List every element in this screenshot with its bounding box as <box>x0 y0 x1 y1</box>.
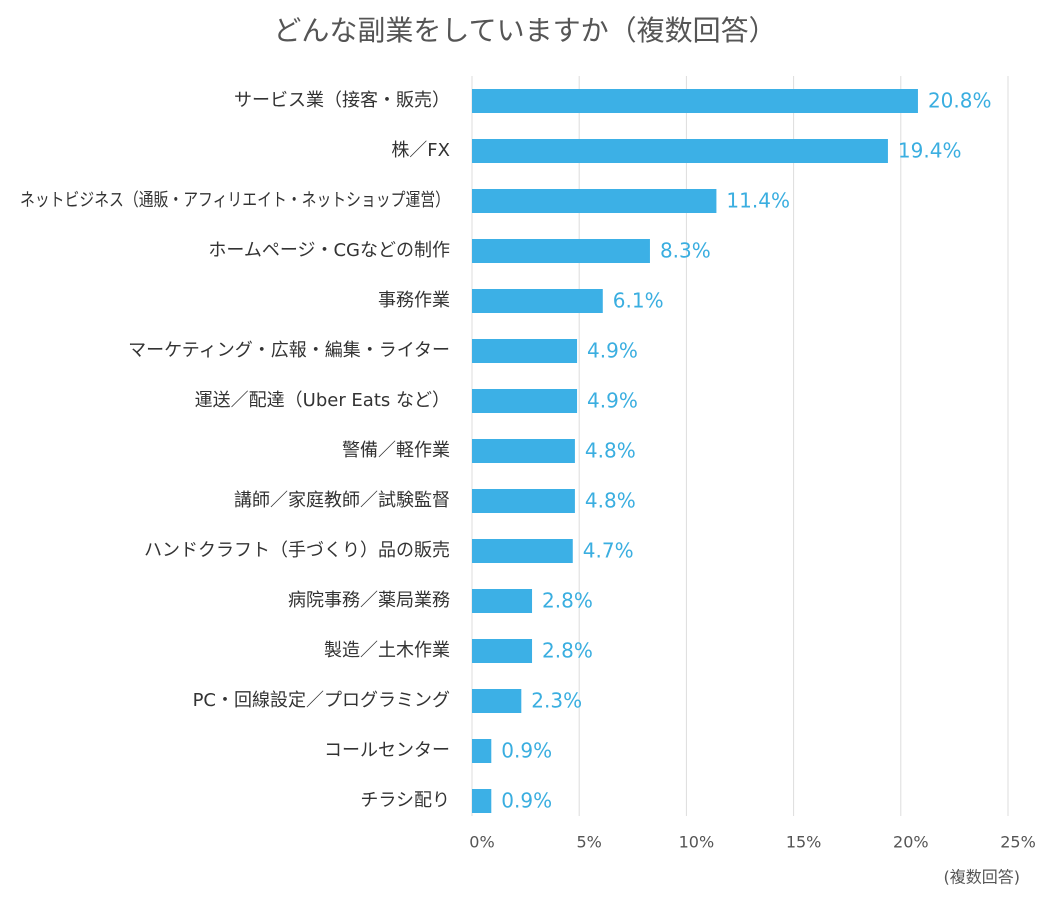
category-label: 運送／配達（Uber Eats など） <box>195 390 450 411</box>
value-label: 4.8% <box>585 439 636 463</box>
bar <box>472 189 717 213</box>
bar <box>472 739 492 763</box>
value-label: 2.8% <box>542 639 593 663</box>
category-label: チラシ配り <box>360 790 450 811</box>
bar <box>472 589 533 613</box>
bar <box>472 639 533 663</box>
chart-title: どんな副業をしていますか（複数回答） <box>273 14 776 47</box>
bar <box>472 239 650 263</box>
bar <box>472 389 578 413</box>
category-label: PC・回線設定／プログラミング <box>193 690 450 711</box>
bar <box>472 489 575 513</box>
value-label: 0.9% <box>501 739 552 763</box>
x-tick-label: 0% <box>469 833 494 852</box>
x-tick-label: 25% <box>1000 833 1036 852</box>
bar <box>472 139 888 163</box>
note: (複数回答) <box>944 868 1021 887</box>
x-tick-label: 15% <box>786 833 822 852</box>
value-label: 4.9% <box>587 389 638 413</box>
x-tick-label: 10% <box>679 833 715 852</box>
x-tick-label: 5% <box>577 833 602 852</box>
x-tick-label: 20% <box>893 833 929 852</box>
value-label: 4.9% <box>587 339 638 363</box>
category-label: ネットビジネス（通販・アフィリエイト・ネットショップ運営） <box>20 190 450 211</box>
value-label: 4.8% <box>585 489 636 513</box>
bar <box>472 689 522 713</box>
value-label: 20.8% <box>928 89 992 113</box>
category-label: コールセンター <box>324 740 450 761</box>
category-label: 株／FX <box>391 140 450 161</box>
bar <box>472 439 575 463</box>
bar <box>472 339 578 363</box>
bar <box>472 539 573 563</box>
category-label: 病院事務／薬局業務 <box>288 590 450 611</box>
value-label: 2.3% <box>531 689 582 713</box>
category-label: ホームページ・CGなどの制作 <box>208 240 450 261</box>
bar <box>472 89 918 113</box>
value-label: 6.1% <box>613 289 664 313</box>
category-label: マーケティング・広報・編集・ライター <box>128 340 450 361</box>
category-label: サービス業（接客・販売） <box>234 90 450 111</box>
value-label: 8.3% <box>660 239 711 263</box>
value-label: 4.7% <box>583 539 634 563</box>
category-label: 警備／軽作業 <box>342 440 450 461</box>
value-label: 11.4% <box>726 189 790 213</box>
value-label: 19.4% <box>898 139 962 163</box>
bar <box>472 789 492 813</box>
category-label: ハンドクラフト（手づくり）品の販売 <box>144 540 450 561</box>
value-label: 2.8% <box>542 589 593 613</box>
category-label: 製造／土木作業 <box>324 640 450 661</box>
value-label: 0.9% <box>501 789 552 813</box>
category-label: 事務作業 <box>378 290 450 311</box>
bar <box>472 289 603 313</box>
category-label: 講師／家庭教師／試験監督 <box>234 490 450 511</box>
